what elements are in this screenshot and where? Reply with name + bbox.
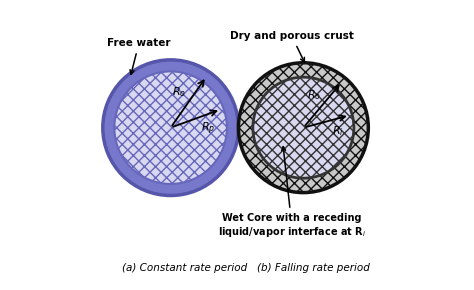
Text: $R_o$: $R_o$: [172, 86, 186, 99]
Text: Wet Core with a receding
liquid/vapor interface at R$_i$: Wet Core with a receding liquid/vapor in…: [218, 147, 366, 239]
Circle shape: [253, 77, 354, 178]
Text: Dry and porous crust: Dry and porous crust: [230, 31, 354, 62]
Text: $R_p$: $R_p$: [201, 121, 216, 137]
Text: Free water: Free water: [107, 38, 171, 74]
Text: $R_i$: $R_i$: [332, 124, 344, 138]
Text: (a) Constant rate period: (a) Constant rate period: [121, 263, 247, 273]
Text: $R_o$: $R_o$: [308, 88, 321, 102]
Circle shape: [114, 71, 227, 184]
Circle shape: [238, 63, 368, 193]
Circle shape: [103, 60, 238, 195]
Text: (b) Falling rate period: (b) Falling rate period: [257, 263, 370, 273]
